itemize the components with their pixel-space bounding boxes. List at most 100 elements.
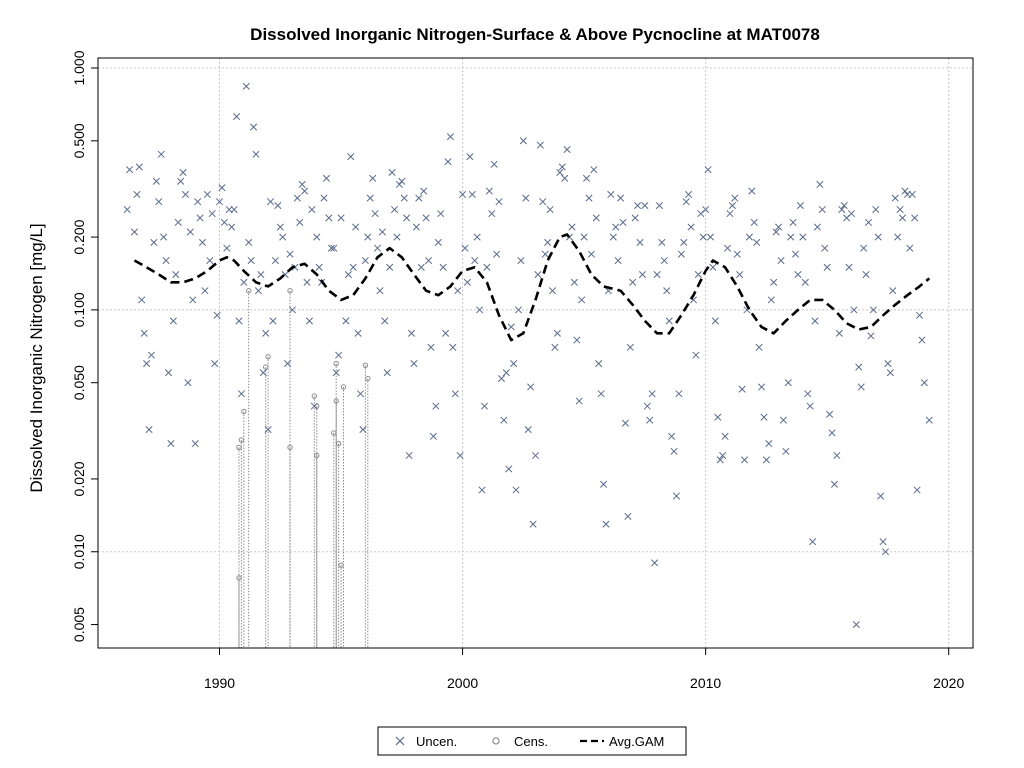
uncensored-point bbox=[454, 287, 462, 295]
uncensored-point bbox=[524, 426, 532, 434]
uncensored-point bbox=[381, 317, 389, 325]
uncensored-point bbox=[772, 228, 780, 236]
uncensored-point bbox=[427, 343, 435, 351]
uncensored-point bbox=[740, 456, 749, 464]
uncensored-point bbox=[779, 416, 787, 424]
uncensored-point bbox=[522, 194, 530, 202]
legend-marker-cens bbox=[492, 737, 500, 745]
uncensored-point bbox=[634, 201, 642, 210]
uncensored-point bbox=[782, 447, 790, 455]
uncensored-point bbox=[920, 379, 928, 387]
uncensored-point bbox=[308, 205, 316, 214]
uncensored-point bbox=[240, 278, 248, 286]
uncensored-point bbox=[855, 363, 863, 371]
uncensored-point bbox=[174, 218, 182, 226]
uncensored-point bbox=[850, 306, 858, 314]
uncensored-point bbox=[514, 306, 523, 314]
uncensored-point bbox=[493, 250, 501, 258]
uncensored-point bbox=[130, 228, 139, 236]
uncensored-point bbox=[322, 174, 331, 182]
uncensored-point bbox=[206, 256, 214, 265]
uncensored-point bbox=[906, 244, 914, 252]
uncensored-point bbox=[429, 432, 437, 440]
uncensored-point bbox=[723, 244, 732, 252]
uncensored-point bbox=[325, 214, 333, 222]
uncensored-point bbox=[847, 210, 856, 218]
uncensored-point bbox=[901, 187, 909, 195]
uncensored-point bbox=[595, 359, 603, 368]
uncensored-point bbox=[172, 270, 180, 279]
uncensored-point bbox=[541, 250, 549, 258]
uncensored-point bbox=[668, 432, 676, 440]
uncensored-point bbox=[680, 238, 688, 247]
uncensored-point bbox=[860, 244, 868, 252]
censored-point bbox=[236, 444, 242, 451]
uncensored-point bbox=[587, 250, 595, 258]
legend-label-uncen: Uncen. bbox=[416, 734, 457, 749]
uncensored-point bbox=[488, 210, 496, 218]
uncensored-point bbox=[551, 343, 559, 351]
censored-point bbox=[333, 360, 339, 367]
uncensored-point bbox=[573, 336, 581, 344]
uncensored-point bbox=[638, 270, 646, 279]
y-tick-label: 0.005 bbox=[71, 607, 87, 642]
uncensored-point bbox=[284, 359, 292, 368]
uncensored-point bbox=[857, 383, 865, 391]
uncensored-point bbox=[694, 270, 702, 279]
uncensored-point bbox=[288, 306, 296, 314]
uncensored-point bbox=[874, 233, 882, 241]
uncensored-point bbox=[799, 233, 807, 241]
uncensored-point bbox=[585, 194, 593, 202]
uncensored-point bbox=[687, 223, 695, 231]
uncensored-point bbox=[461, 244, 469, 252]
uncensored-point bbox=[777, 256, 785, 265]
uncensored-point bbox=[697, 210, 705, 218]
uncensored-point bbox=[881, 548, 890, 556]
uncensored-point bbox=[434, 238, 442, 247]
uncensored-point bbox=[301, 187, 309, 195]
uncensored-point bbox=[403, 214, 411, 222]
uncensored-point bbox=[245, 238, 253, 247]
uncensored-point bbox=[760, 413, 768, 421]
y-tick-label: 0.200 bbox=[71, 219, 87, 254]
uncensored-point bbox=[169, 317, 177, 325]
uncensored-point bbox=[181, 190, 190, 199]
uncensored-point bbox=[480, 402, 489, 410]
uncensored-point bbox=[519, 137, 527, 145]
uncensored-point bbox=[271, 256, 279, 265]
uncensored-point bbox=[811, 317, 819, 325]
uncensored-point bbox=[471, 256, 479, 265]
uncensored-point bbox=[298, 180, 306, 189]
uncensored-point bbox=[177, 177, 185, 185]
uncensored-series bbox=[123, 82, 933, 629]
uncensored-point bbox=[138, 296, 146, 304]
uncensored-point bbox=[463, 278, 471, 286]
uncensored-point bbox=[546, 205, 554, 214]
uncensored-point bbox=[437, 210, 445, 218]
censored-point bbox=[245, 288, 252, 294]
uncensored-point bbox=[582, 174, 591, 182]
uncensored-point bbox=[366, 194, 374, 202]
uncensored-point bbox=[126, 166, 134, 174]
uncensored-point bbox=[539, 198, 547, 206]
uncensored-point bbox=[303, 278, 311, 286]
uncensored-point bbox=[877, 492, 885, 500]
uncensored-point bbox=[765, 440, 773, 448]
uncensored-point bbox=[439, 263, 447, 271]
uncensored-point bbox=[191, 440, 199, 448]
censored-point bbox=[265, 354, 271, 360]
uncensored-point bbox=[677, 250, 685, 258]
x-tick-label: 2000 bbox=[447, 675, 478, 691]
uncensored-point bbox=[607, 190, 615, 199]
censored-point bbox=[287, 288, 293, 294]
uncensored-point bbox=[818, 205, 826, 214]
uncensored-point bbox=[658, 238, 666, 247]
uncensored-point bbox=[259, 369, 267, 377]
censored-point bbox=[287, 444, 293, 451]
uncensored-point bbox=[612, 223, 620, 231]
uncensored-point bbox=[716, 456, 724, 464]
uncensored-point bbox=[167, 440, 175, 448]
uncensored-point bbox=[558, 163, 566, 171]
uncensored-point bbox=[133, 190, 141, 199]
